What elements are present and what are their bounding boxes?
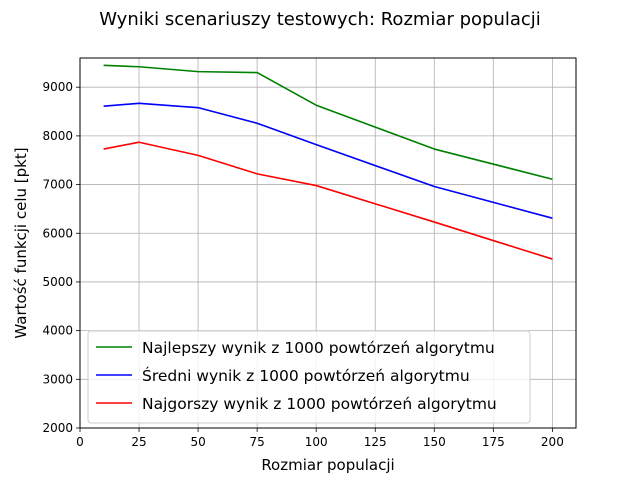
legend-label: Średni wynik z 1000 powtórzeń algorytmu xyxy=(142,366,470,385)
chart-title: Wyniki scenariuszy testowych: Rozmiar po… xyxy=(99,9,541,30)
y-tick-label: 6000 xyxy=(42,226,73,240)
y-axis-title: Wartość funkcji celu [pkt] xyxy=(12,147,30,338)
legend-label: Najlepszy wynik z 1000 powtórzeń algoryt… xyxy=(142,339,495,357)
series-line-2 xyxy=(103,102,553,219)
x-tick-label: 175 xyxy=(482,435,505,449)
y-tick-label: 4000 xyxy=(42,324,73,338)
x-tick-label: 50 xyxy=(190,435,205,449)
y-tick-label: 5000 xyxy=(42,275,73,289)
y-tick-label: 2000 xyxy=(42,421,73,435)
x-axis-title: Rozmiar populacji xyxy=(261,456,394,474)
series-line-3 xyxy=(103,141,553,260)
x-tick-label: 200 xyxy=(541,435,564,449)
y-tick-label: 8000 xyxy=(42,129,73,143)
legend-label: Najgorszy wynik z 1000 powtórzeń algoryt… xyxy=(142,395,497,413)
legend: Najlepszy wynik z 1000 powtórzeń algoryt… xyxy=(87,330,531,424)
series-lines xyxy=(103,64,553,260)
x-tick-label: 25 xyxy=(131,435,146,449)
x-tick-label: 125 xyxy=(364,435,387,449)
x-tick-label: 150 xyxy=(423,435,446,449)
y-tick-label: 9000 xyxy=(42,80,73,94)
x-tick-label: 0 xyxy=(76,435,84,449)
x-axis: 0 25 50 75 100 125 150 175 200 xyxy=(76,428,564,449)
x-tick-label: 100 xyxy=(305,435,328,449)
x-tick-label: 75 xyxy=(250,435,265,449)
legend-box xyxy=(87,330,531,424)
plot-frame xyxy=(79,57,577,429)
y-tick-label: 7000 xyxy=(42,178,73,192)
series-line-1 xyxy=(103,64,553,180)
y-axis: 2000 3000 4000 5000 6000 7000 8000 9000 xyxy=(42,80,80,435)
y-tick-label: 3000 xyxy=(42,372,73,386)
